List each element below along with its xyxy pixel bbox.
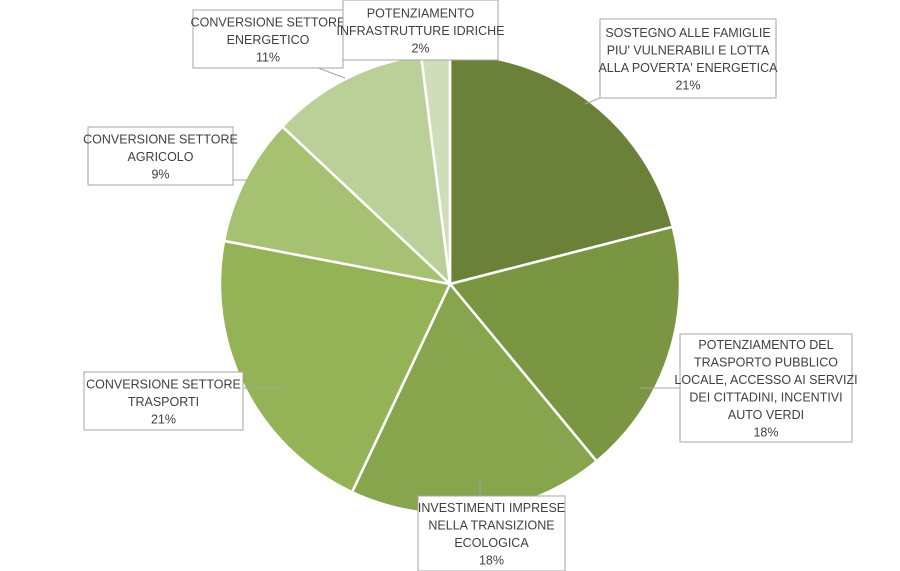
slice-category-label: INVESTIMENTI IMPRESE — [418, 501, 565, 515]
slice-value-label: 18% — [753, 426, 778, 440]
slice-category-label: AUTO VERDI — [728, 408, 804, 422]
callout-box — [87, 126, 234, 186]
slice-category-label: POTENZIAMENTO DEL — [698, 338, 833, 352]
slice-category-label: CONVERSIONE SETTORE — [83, 132, 238, 146]
slice-category-label: ECOLOGICA — [454, 536, 529, 550]
slice-category-label: SOSTEGNO ALLE FAMIGLIE — [605, 26, 770, 40]
slice-category-label: LOCALE, ACCESSO AI SERVIZI — [674, 373, 857, 387]
slice-category-label: NELLA TRANSIZIONE — [428, 519, 554, 533]
callout-1: SOSTEGNO ALLE FAMIGLIE PIU' VULNERABILI E… — [598, 18, 778, 99]
callout-box — [417, 495, 566, 571]
slice-category-label: TRASPORTI — [128, 395, 199, 409]
callout-box — [679, 333, 853, 443]
leader-line-1 — [584, 97, 601, 105]
callout-4: CONVERSIONE SETTORE TRASPORTI 21% — [83, 371, 244, 431]
callout-7: POTENZIAMENTO INFRASTRUTTURE IDRICHE 2% — [336, 0, 505, 61]
slice-category-label: CONVERSIONE SETTORE — [191, 15, 346, 29]
data-label-callouts: SOSTEGNO ALLE FAMIGLIE PIU' VULNERABILI E… — [83, 0, 858, 571]
callout-box — [192, 9, 344, 69]
slice-category-label: TRASPORTO PUBBLICO — [694, 356, 838, 370]
pie-slice-2 — [447, 225, 682, 463]
slice-value-label: 9% — [151, 167, 169, 181]
slice-value-label: 2% — [411, 41, 429, 55]
pie-slices — [218, 52, 682, 516]
callout-box — [342, 0, 499, 61]
slice-value-label: 21% — [151, 412, 176, 426]
leader-line-6 — [317, 67, 346, 79]
slice-category-label: INFRASTRUTTURE IDRICHE — [336, 24, 504, 38]
slice-value-label: 11% — [256, 50, 280, 64]
callout-box — [83, 371, 244, 431]
slice-category-label: CONVERSIONE SETTORE — [86, 377, 241, 391]
slice-category-label: ALLA POVERTA' ENERGETICA — [598, 61, 778, 75]
callout-6: CONVERSIONE SETTORE ENERGETICO 11% — [191, 9, 346, 69]
slice-value-label: 21% — [675, 79, 700, 93]
slice-category-label: POTENZIAMENTO — [367, 6, 475, 20]
slice-value-label: 18% — [479, 554, 504, 568]
slice-category-label: PIU' VULNERABILI E LOTTA — [607, 44, 770, 58]
callout-2: POTENZIAMENTO DEL TRASPORTO PUBBLICO LOCAL… — [674, 333, 858, 443]
callout-5: CONVERSIONE SETTORE AGRICOLO 9% — [83, 126, 238, 186]
callout-3: INVESTIMENTI IMPRESE NELLA TRANSIZIONE ECO… — [417, 495, 566, 571]
slice-category-label: AGRICOLO — [128, 150, 194, 164]
slice-category-label: ENERGETICO — [227, 33, 310, 47]
slice-category-label: DEI CITTADINI, INCENTIVI — [689, 391, 842, 405]
callout-box — [599, 18, 777, 99]
